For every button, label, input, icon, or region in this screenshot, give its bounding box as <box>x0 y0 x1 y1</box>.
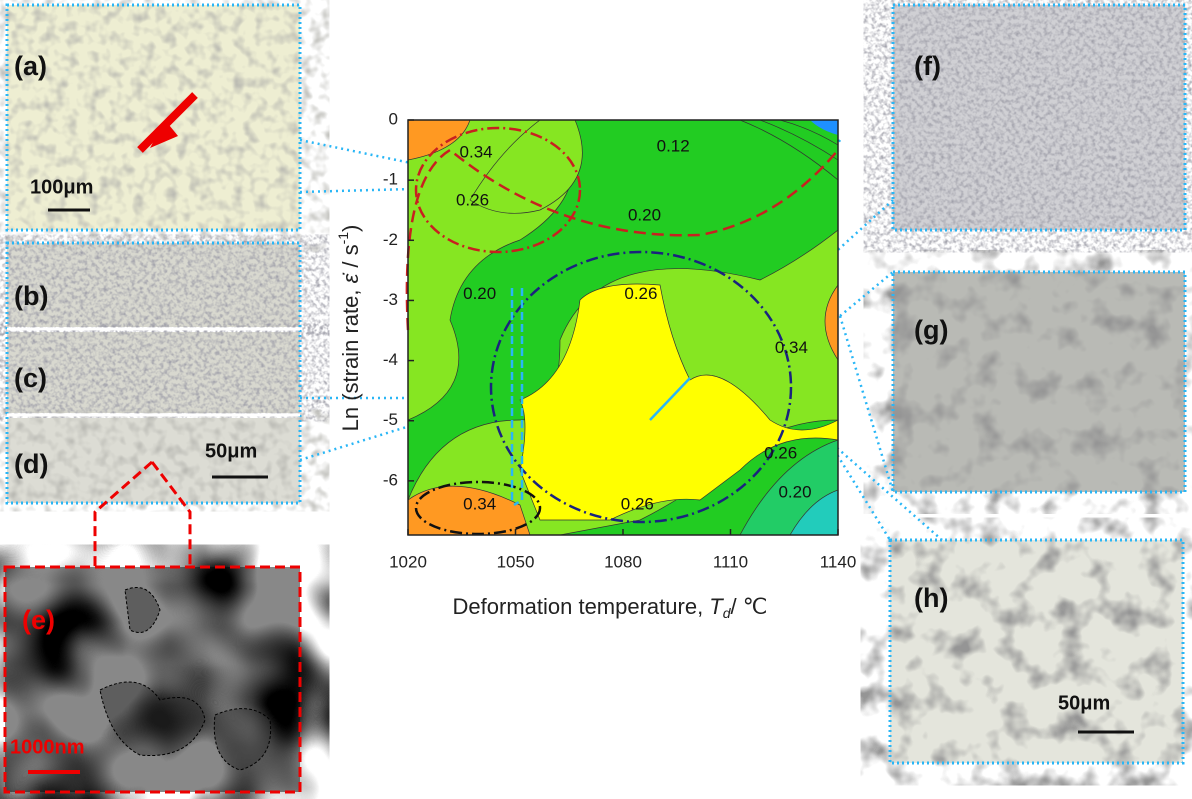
contour-label: 0.26 <box>624 284 657 303</box>
panel-label: (d) <box>14 449 48 479</box>
panel-label: (h) <box>914 583 948 613</box>
contour-label: 0.34 <box>775 338 808 357</box>
x-axis-label: Deformation temperature, Td/ ℃ <box>453 594 768 621</box>
y-tick-label: -2 <box>383 230 398 249</box>
y-tick-label: -1 <box>383 170 398 189</box>
contour-label: 0.20 <box>778 482 811 501</box>
contour-label: 0.12 <box>657 137 690 156</box>
scale-label: 100μm <box>30 176 93 198</box>
y-tick-label: 0 <box>389 109 398 128</box>
x-tick-label: 1080 <box>604 552 642 571</box>
panel-g <box>893 272 1185 492</box>
contour-label: 0.20 <box>463 284 496 303</box>
x-tick-label: 1140 <box>820 552 857 571</box>
panel-f <box>893 5 1185 230</box>
contour-label: 0.34 <box>463 494 496 513</box>
contour-label: 0.20 <box>628 206 661 225</box>
scale-label: 50μm <box>1058 692 1110 714</box>
y-tick-label: -5 <box>383 410 398 429</box>
contour-label: 0.26 <box>764 443 797 462</box>
contour-label: 0.26 <box>456 191 489 210</box>
y-tick-label: -3 <box>383 290 398 309</box>
panel-label: (c) <box>14 363 47 393</box>
contour-label: 0.26 <box>621 494 654 513</box>
panel-label: (b) <box>14 281 48 311</box>
contour-fill <box>408 120 838 535</box>
x-tick-label: 1110 <box>713 552 748 571</box>
y-tick-label: -4 <box>383 350 398 369</box>
x-tick-label: 1020 <box>389 552 427 571</box>
contour-label: 0.34 <box>460 143 493 162</box>
panel-label: (a) <box>14 51 47 81</box>
panel-label: (e) <box>22 605 55 635</box>
panel-label: (g) <box>914 315 948 345</box>
x-tick-label: 1050 <box>497 552 535 571</box>
y-tick-label: -6 <box>383 470 398 489</box>
scale-label: 1000nm <box>10 736 85 758</box>
y-axis-label: Ln (strain rate, ε̇ / s-1) <box>335 225 363 432</box>
panel-h <box>890 540 1183 763</box>
panel-label: (f) <box>914 51 941 81</box>
scale-label: 50μm <box>205 440 257 462</box>
figure: 1020 1050 1080 1110 1140 0 -1 -2 -3 -4 -5 -6 0.34 0.1… <box>0 0 1192 799</box>
